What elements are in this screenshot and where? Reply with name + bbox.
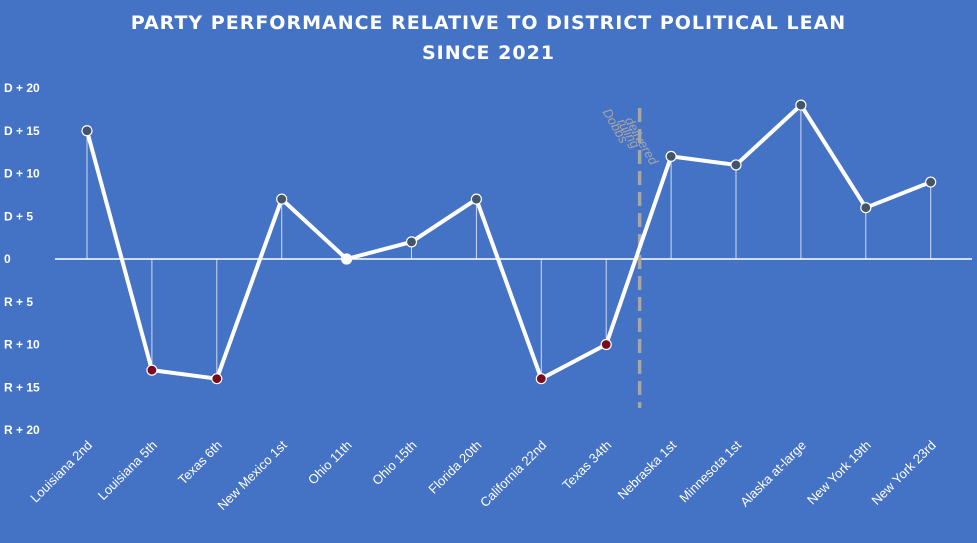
y-tick-label: R + 15 (4, 380, 40, 394)
x-tick-label: New York 19th (804, 438, 874, 508)
series-line (85, 103, 932, 381)
x-tick-label: Minnesota 1st (676, 437, 744, 505)
y-tick-label: R + 10 (4, 338, 40, 352)
x-tick-label: Ohio 11th (305, 438, 355, 488)
y-tick-label: R + 20 (4, 423, 40, 437)
data-point (341, 253, 353, 265)
x-tick-label: New York 23rd (868, 438, 938, 508)
x-tick-label: Alaska at-large (737, 438, 809, 510)
x-tick-label: Nebraska 1st (614, 437, 679, 502)
data-point (211, 373, 223, 385)
data-point (730, 159, 742, 171)
y-tick-label: 0 (4, 252, 11, 266)
data-point (925, 176, 937, 188)
data-point (470, 193, 482, 205)
chart-title: PARTY PERFORMANCE RELATIVE TO DISTRICT P… (130, 12, 847, 34)
data-point (146, 364, 158, 376)
x-tick-label: Ohio 15th (369, 438, 419, 488)
y-tick-label: D + 5 (4, 209, 33, 223)
x-tick-label: Louisiana 2nd (27, 438, 95, 506)
x-tick-label: Louisiana 5th (95, 438, 160, 503)
data-point (81, 125, 93, 137)
data-point (535, 373, 547, 385)
x-tick-label: Florida 20th (425, 438, 484, 497)
x-tick-label: Texas 6th (175, 438, 225, 488)
x-tick-label: California 22nd (477, 438, 549, 510)
y-tick-label: D + 20 (4, 81, 40, 95)
data-point (405, 236, 418, 248)
x-tick-label: Texas 34th (559, 438, 614, 493)
x-tick-label: New Mexico 1st (214, 437, 290, 513)
chart-subtitle: SINCE 2021 (421, 42, 556, 64)
data-point (795, 99, 807, 111)
data-point (860, 202, 872, 214)
y-tick-label: R + 5 (4, 295, 33, 309)
data-point (276, 193, 288, 205)
y-tick-label: D + 10 (4, 167, 40, 181)
data-point (600, 338, 612, 351)
y-tick-label: D + 15 (4, 124, 40, 138)
data-point (665, 150, 677, 162)
